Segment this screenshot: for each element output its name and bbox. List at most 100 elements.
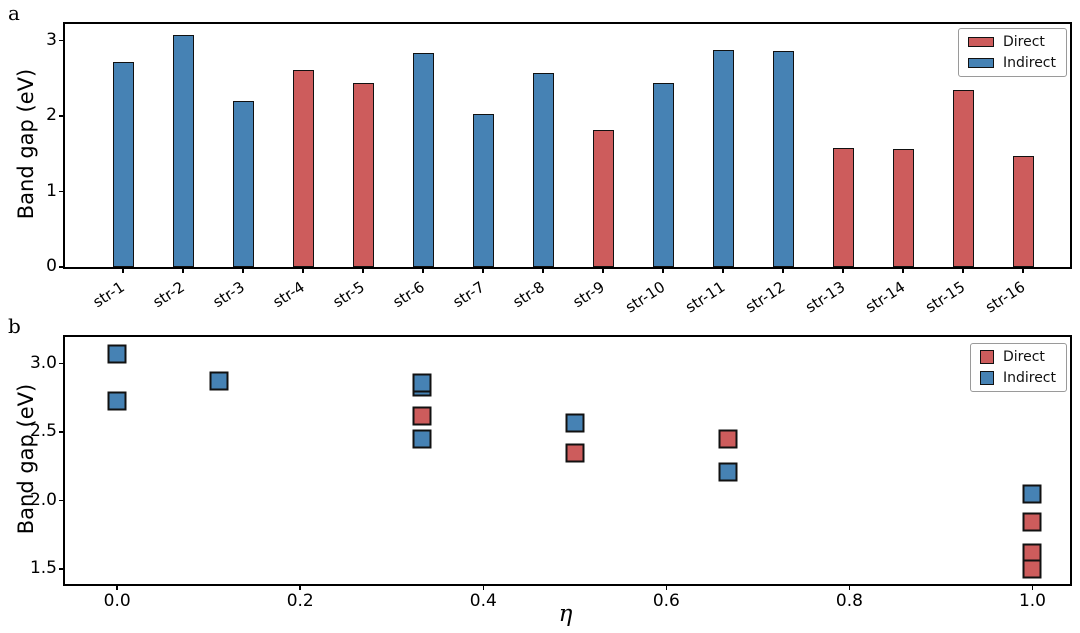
x-tick-label-str-10: str-10 <box>621 277 668 317</box>
x-tick-label-str-3: str-3 <box>209 277 248 312</box>
x-tick-label-str-16: str-16 <box>981 277 1028 317</box>
legend-direct-label: Direct <box>1002 349 1045 365</box>
x-tick-label: 0.2 <box>286 591 314 611</box>
x-tick-label-str-4: str-4 <box>269 277 308 312</box>
x-tick-label: 0.6 <box>652 591 680 611</box>
x-tick-label-str-13: str-13 <box>801 277 848 317</box>
x-tick-mark <box>422 269 424 273</box>
y-tick-label: 1 <box>46 180 57 201</box>
legend-entry-direct: Direct <box>967 34 1056 50</box>
x-tick-label-str-7: str-7 <box>449 277 488 312</box>
bar-str-11 <box>712 49 734 267</box>
x-tick-label-str-5: str-5 <box>329 277 368 312</box>
bar-str-7 <box>472 113 494 267</box>
direct-color-swatch <box>967 37 994 47</box>
x-tick-label-str-8: str-8 <box>509 277 548 312</box>
bar-str-12 <box>772 51 794 267</box>
y-tick-mark <box>59 39 63 42</box>
panel-a-label: a <box>8 1 20 25</box>
x-tick-mark <box>1022 269 1024 273</box>
x-tick-mark <box>662 269 664 273</box>
x-tick-mark <box>782 269 784 273</box>
scatter-point-indirect <box>718 462 738 482</box>
x-tick-mark <box>1031 586 1034 590</box>
bar-str-1 <box>112 61 134 267</box>
scatter-point-indirect <box>1022 484 1042 504</box>
x-tick-label: 1.0 <box>1018 591 1046 611</box>
legend-indirect-label: Indirect <box>1002 370 1056 386</box>
y-tick-label: 2 <box>46 105 57 126</box>
scatter-point-indirect <box>107 391 127 411</box>
scatter-point-indirect <box>412 373 432 393</box>
x-tick-mark <box>482 269 484 273</box>
x-tick-mark <box>665 586 668 590</box>
panel-b-x-axis-title: η <box>558 601 573 627</box>
y-tick-label: 3 <box>46 29 57 50</box>
x-tick-mark <box>842 269 844 273</box>
x-tick-mark <box>848 586 851 590</box>
panel-b-legend: Direct Indirect <box>969 343 1067 392</box>
direct-color-swatch <box>979 350 994 364</box>
y-tick-mark <box>59 499 63 502</box>
indirect-color-swatch <box>979 371 994 385</box>
x-tick-mark <box>299 586 301 590</box>
x-tick-label-str-14: str-14 <box>861 277 908 317</box>
bar-str-8 <box>532 73 554 267</box>
bar-str-13 <box>832 147 854 267</box>
x-tick-label-str-11: str-11 <box>681 277 728 317</box>
x-tick-label-str-12: str-12 <box>741 277 788 317</box>
scatter-point-indirect <box>565 413 585 433</box>
panel-a-legend: Direct Indirect <box>957 28 1067 77</box>
bar-str-3 <box>232 100 254 267</box>
x-tick-mark <box>722 269 724 273</box>
panel-b-label: b <box>8 314 21 338</box>
y-tick-label: 1.5 <box>29 557 57 578</box>
y-tick-mark <box>59 568 63 570</box>
panel-b-scatter-chart: Direct Indirect 1.5 2.0 2.5 3.0 0.0 0.2 0.4 0.6… <box>30 335 1072 611</box>
panel-a-bar-chart: Direct Indirect 0 1 2 3 str-1 str-2 str-3 str-4… <box>46 22 1072 316</box>
x-tick-mark <box>542 269 544 273</box>
legend-entry-direct: Direct <box>979 349 1056 365</box>
bar-str-14 <box>892 148 914 267</box>
bar-str-4 <box>292 70 314 267</box>
bar-str-10 <box>652 82 674 267</box>
bar-str-15 <box>952 90 974 267</box>
y-tick-mark <box>59 190 63 193</box>
x-tick-label-str-9: str-9 <box>569 277 608 312</box>
legend-entry-indirect: Indirect <box>967 55 1056 71</box>
panel-b-y-axis-title: Band gap (eV) <box>14 383 38 535</box>
bar-str-2 <box>172 35 194 267</box>
x-tick-mark <box>902 269 904 273</box>
indirect-color-swatch <box>967 58 994 68</box>
x-tick-mark <box>116 586 118 590</box>
x-tick-mark <box>182 269 184 273</box>
scatter-point-direct <box>718 429 738 449</box>
legend-direct-label: Direct <box>1002 34 1045 50</box>
y-tick-mark <box>59 362 63 365</box>
x-tick-mark <box>302 269 304 273</box>
scatter-point-direct <box>565 443 585 463</box>
scatter-point-direct <box>1022 559 1042 579</box>
y-tick-mark <box>59 431 63 433</box>
y-tick-label: 3.0 <box>29 352 57 373</box>
x-tick-label-str-6: str-6 <box>389 277 428 312</box>
y-tick-label: 2.5 <box>29 421 57 442</box>
bar-str-6 <box>412 53 434 267</box>
x-tick-label: 0.4 <box>469 591 497 611</box>
scatter-point-direct <box>412 406 432 426</box>
x-tick-label: 0.8 <box>835 591 863 611</box>
scatter-point-indirect <box>107 344 127 364</box>
scatter-point-direct <box>1022 512 1042 532</box>
scatter-point-indirect <box>209 371 229 391</box>
x-tick-mark <box>362 269 364 273</box>
bar-str-5 <box>352 82 374 267</box>
bar-str-9 <box>592 129 614 267</box>
legend-entry-indirect: Indirect <box>979 370 1056 386</box>
x-tick-mark <box>242 269 244 273</box>
x-tick-label-str-15: str-15 <box>921 277 968 317</box>
legend-indirect-label: Indirect <box>1002 55 1056 71</box>
x-tick-label-str-1: str-1 <box>89 277 128 312</box>
bar-str-16 <box>1012 156 1034 267</box>
y-tick-mark <box>59 115 63 117</box>
